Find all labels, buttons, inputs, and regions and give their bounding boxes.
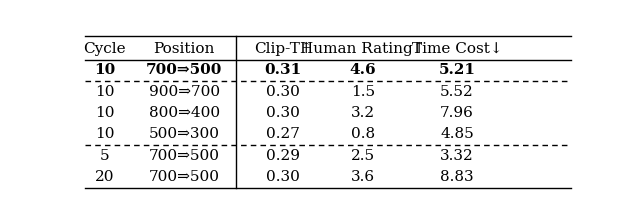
Text: 700⇒500: 700⇒500 xyxy=(146,63,222,77)
Text: 800⇒400: 800⇒400 xyxy=(148,106,220,120)
Text: 1.5: 1.5 xyxy=(351,85,375,99)
Text: 7.96: 7.96 xyxy=(440,106,474,120)
Text: 0.27: 0.27 xyxy=(266,127,300,141)
Text: 0.8: 0.8 xyxy=(351,127,375,141)
Text: 2.5: 2.5 xyxy=(351,149,375,163)
Text: 10: 10 xyxy=(95,127,115,141)
Text: 10: 10 xyxy=(95,85,115,99)
Text: Cycle: Cycle xyxy=(83,42,126,56)
Text: 0.29: 0.29 xyxy=(266,149,300,163)
Text: 10: 10 xyxy=(95,106,115,120)
Text: 0.30: 0.30 xyxy=(266,106,300,120)
Text: 3.32: 3.32 xyxy=(440,149,474,163)
Text: 700⇒500: 700⇒500 xyxy=(148,170,220,184)
Text: 900⇒700: 900⇒700 xyxy=(148,85,220,99)
Text: 0.31: 0.31 xyxy=(265,63,302,77)
Text: Position: Position xyxy=(154,42,215,56)
Text: Time Cost↓: Time Cost↓ xyxy=(412,42,502,56)
Text: 5: 5 xyxy=(100,149,109,163)
Text: 10: 10 xyxy=(94,63,115,77)
Text: 4.6: 4.6 xyxy=(349,63,376,77)
Text: 3.6: 3.6 xyxy=(351,170,375,184)
Text: 4.85: 4.85 xyxy=(440,127,474,141)
Text: 5.52: 5.52 xyxy=(440,85,474,99)
Text: 8.83: 8.83 xyxy=(440,170,474,184)
Text: 0.30: 0.30 xyxy=(266,85,300,99)
Text: 20: 20 xyxy=(95,170,115,184)
Text: 500⇒300: 500⇒300 xyxy=(148,127,220,141)
Text: 5.21: 5.21 xyxy=(438,63,476,77)
Text: Human Rating↑: Human Rating↑ xyxy=(300,42,426,56)
Text: 700⇒500: 700⇒500 xyxy=(148,149,220,163)
Text: 3.2: 3.2 xyxy=(351,106,375,120)
Text: Clip-T↑: Clip-T↑ xyxy=(254,42,313,56)
Text: 0.30: 0.30 xyxy=(266,170,300,184)
